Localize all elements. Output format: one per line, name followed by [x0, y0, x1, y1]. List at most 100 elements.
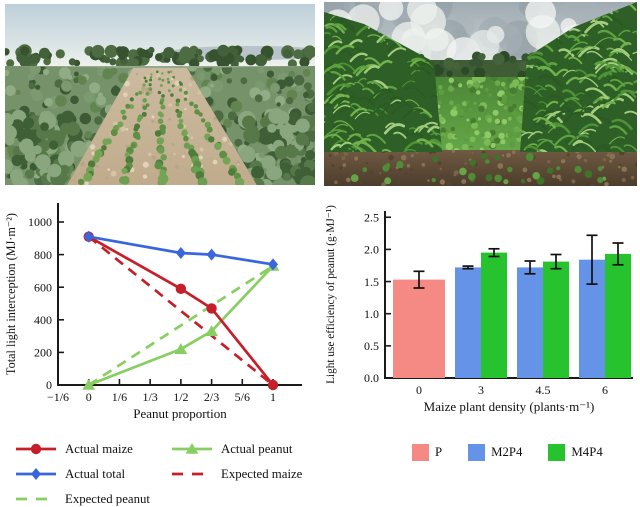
decor-dot: [598, 166, 603, 171]
decor-dot: [438, 161, 441, 164]
decor-dot: [78, 76, 87, 85]
decor-dot: [275, 146, 288, 159]
plant-dot: [83, 172, 92, 181]
marker-circle: [31, 444, 41, 454]
decor-dot: [339, 166, 343, 170]
decor-dot: [305, 150, 315, 160]
decor-dot: [329, 154, 332, 157]
decor-dot: [458, 83, 462, 87]
decor-dot: [168, 118, 171, 121]
decor-dot: [575, 166, 582, 173]
decor-dot: [427, 179, 429, 181]
decor-dot: [547, 160, 550, 163]
decor-dot: [141, 87, 145, 91]
decor-dot: [471, 118, 476, 123]
plant-dot: [142, 105, 147, 110]
legend-swatch-m2p4: [468, 444, 485, 461]
decor-dot: [12, 155, 23, 166]
decor-dot: [453, 106, 457, 110]
decor-dot: [456, 120, 464, 128]
plant-dot: [133, 127, 138, 132]
decor-dot: [343, 151, 348, 156]
decor-dot: [466, 119, 469, 122]
decor-dot: [80, 162, 85, 167]
decor-dot: [190, 136, 193, 139]
plant-dot: [176, 99, 181, 104]
plant-dot: [155, 130, 162, 137]
decor-dot: [603, 158, 606, 161]
decor-dot: [40, 122, 49, 131]
plant-dot: [158, 138, 164, 144]
decor-dot: [12, 177, 21, 185]
decor-dot: [508, 117, 512, 121]
decor-dot: [213, 117, 217, 121]
decor-dot: [438, 100, 442, 104]
decor-dot: [25, 169, 35, 179]
decor-dot: [257, 66, 264, 73]
decor-dot: [303, 92, 309, 98]
decor-dot: [503, 179, 508, 184]
decor-dot: [184, 108, 186, 110]
decor-dot: [447, 71, 453, 77]
decor-dot: [31, 53, 41, 63]
decor-dot: [255, 94, 263, 102]
decor-dot: [449, 101, 454, 106]
decor-dot: [527, 178, 531, 182]
x-tick-label: 3: [478, 383, 484, 397]
decor-dot: [303, 69, 311, 77]
plant-dot: [142, 83, 145, 86]
legend-label-m4p4: M4P4: [571, 445, 602, 460]
decor-dot: [441, 136, 444, 139]
x-tick-label: 1/6: [112, 390, 127, 404]
decor-dot: [175, 165, 179, 169]
decor-dot: [301, 167, 311, 177]
bar-m4p4-4-5: [543, 262, 569, 378]
decor-dot: [286, 97, 293, 104]
plant-dot: [158, 91, 162, 95]
decor-dot: [461, 179, 466, 184]
decor-dot: [384, 177, 391, 184]
plant-dot: [181, 130, 188, 137]
plant-dot: [167, 81, 170, 84]
plant-dot: [142, 98, 147, 103]
decor-dot: [197, 72, 205, 80]
decor-dot: [501, 94, 507, 100]
decor-dot: [199, 156, 203, 160]
decor-dot: [478, 53, 485, 60]
plant-dot: [149, 83, 152, 86]
decor-dot: [283, 173, 291, 181]
y-tick-label: 1.5: [364, 275, 379, 289]
marker-diamond: [31, 468, 41, 480]
plant-dot: [179, 119, 184, 124]
decor-dot: [489, 93, 493, 97]
decor-dot: [609, 160, 612, 163]
plant-dot: [135, 92, 138, 95]
decor-dot: [508, 132, 514, 138]
decor-dot: [500, 139, 505, 144]
decor-dot: [196, 49, 203, 56]
decor-dot: [238, 56, 245, 63]
decor-dot: [445, 126, 451, 132]
decor-dot: [547, 167, 553, 173]
decor-dot: [107, 168, 110, 171]
decor-dot: [491, 143, 496, 148]
legend-label-m2p4: M2P4: [491, 445, 522, 460]
decor-dot: [366, 162, 368, 164]
decor-dot: [245, 54, 256, 65]
decor-dot: [469, 108, 473, 112]
decor-dot: [156, 73, 161, 78]
legend-label-expected-peanut: Expected peanut: [65, 492, 150, 507]
decor-dot: [276, 102, 280, 106]
decor-dot: [197, 91, 200, 94]
plant-dot: [172, 76, 175, 79]
y-tick-label: 800: [34, 248, 52, 262]
decor-dot: [49, 140, 58, 149]
decor-dot: [449, 78, 454, 83]
plant-dot: [122, 115, 127, 120]
decor-dot: [510, 87, 517, 94]
decor-dot: [470, 159, 477, 166]
decor-dot: [495, 80, 501, 86]
decor-dot: [92, 45, 105, 58]
